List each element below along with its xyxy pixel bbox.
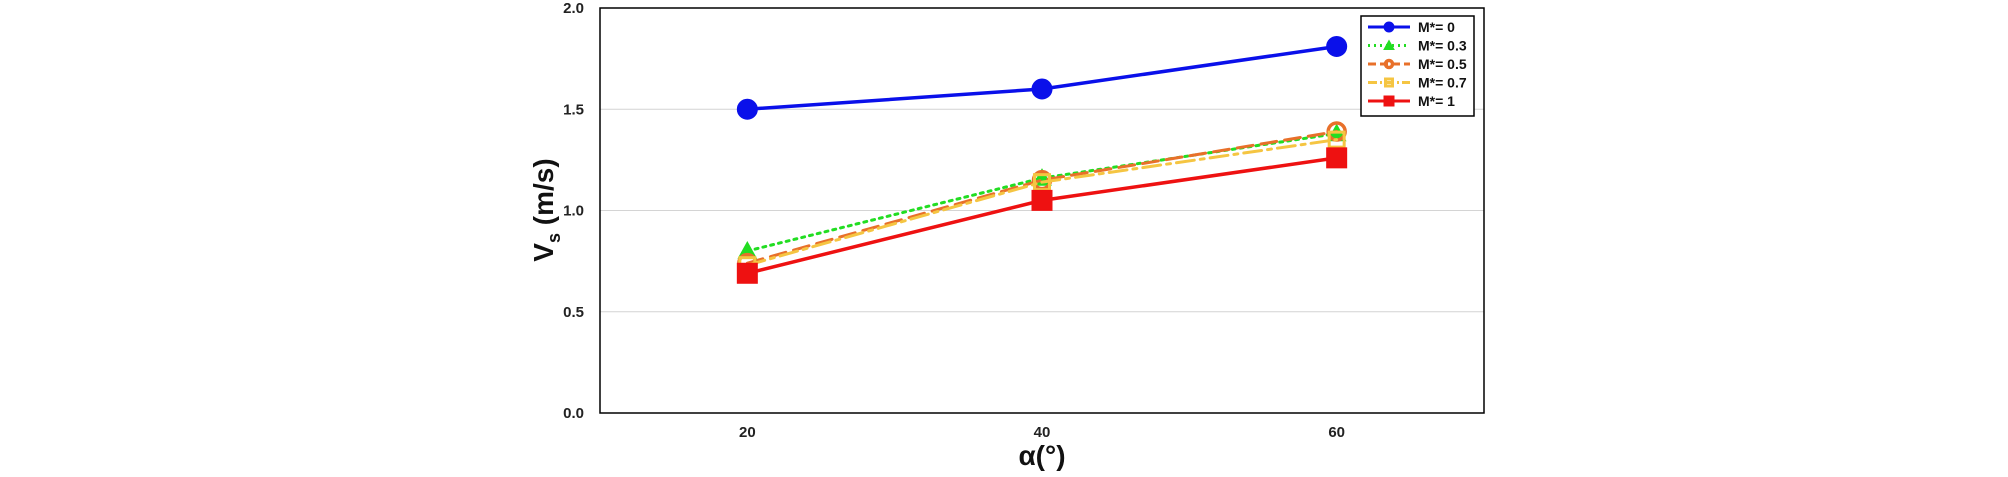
data-point	[1031, 189, 1053, 211]
legend-label: M*= 0	[1418, 19, 1455, 35]
x-tick-label: 60	[1328, 424, 1345, 441]
y-axis-title-unit: (m/s)	[528, 158, 559, 233]
legend-label: M*= 1	[1418, 93, 1455, 109]
legend-marker	[1383, 58, 1395, 70]
legend-marker	[1383, 21, 1395, 33]
y-tick-label: 1.5	[563, 101, 584, 118]
y-axis: 0.0 0.5 1.0 1.5 2.0	[563, 0, 584, 422]
legend-marker	[1383, 95, 1395, 107]
legend-item: M*= 0.5	[1368, 56, 1467, 72]
legend-items: M*= 0 M*= 0.3 M*= 0.5 M*= 0.7 M*= 1	[1368, 19, 1467, 109]
data-point	[1327, 130, 1346, 149]
legend-item: M*= 1	[1368, 93, 1455, 109]
legend-label: M*= 0.5	[1418, 56, 1467, 72]
series	[736, 35, 1348, 120]
x-axis: 20 40 60	[739, 424, 1345, 441]
y-tick-label: 1.0	[563, 203, 584, 220]
legend-marker	[1383, 39, 1395, 50]
data-point	[1033, 173, 1051, 192]
y-axis-title-subscript: s	[544, 233, 564, 243]
data-point	[736, 262, 758, 284]
y-axis-title-main: V	[528, 243, 559, 262]
series	[736, 147, 1348, 284]
y-axis-title: Vs (m/s)	[528, 158, 564, 261]
data-point	[1326, 147, 1348, 169]
legend-item: M*= 0	[1368, 19, 1455, 35]
series-group	[736, 35, 1348, 284]
x-axis-title: α(°)	[1018, 440, 1065, 471]
legend-label: M*= 0.7	[1418, 75, 1467, 91]
y-tick-label: 2.0	[563, 0, 584, 17]
data-point	[1326, 35, 1348, 57]
series-line	[745, 138, 1339, 267]
legend: M*= 0 M*= 0.3 M*= 0.5 M*= 0.7 M*= 1	[1360, 15, 1475, 117]
data-point	[736, 98, 758, 120]
data-point	[1031, 78, 1053, 100]
legend-box	[1360, 15, 1475, 117]
plot-area	[599, 7, 1485, 414]
y-tick-label: 0.5	[563, 304, 584, 321]
series-line	[745, 44, 1339, 111]
legend-item: M*= 0.7	[1368, 75, 1467, 91]
x-tick-label: 40	[1034, 424, 1051, 441]
legend-label: M*= 0.3	[1418, 38, 1467, 54]
x-tick-label: 20	[739, 424, 756, 441]
legend-item: M*= 0.3	[1368, 38, 1467, 54]
series-line	[745, 130, 1339, 265]
legend-marker	[1384, 77, 1394, 88]
y-tick-label: 0.0	[563, 405, 584, 422]
